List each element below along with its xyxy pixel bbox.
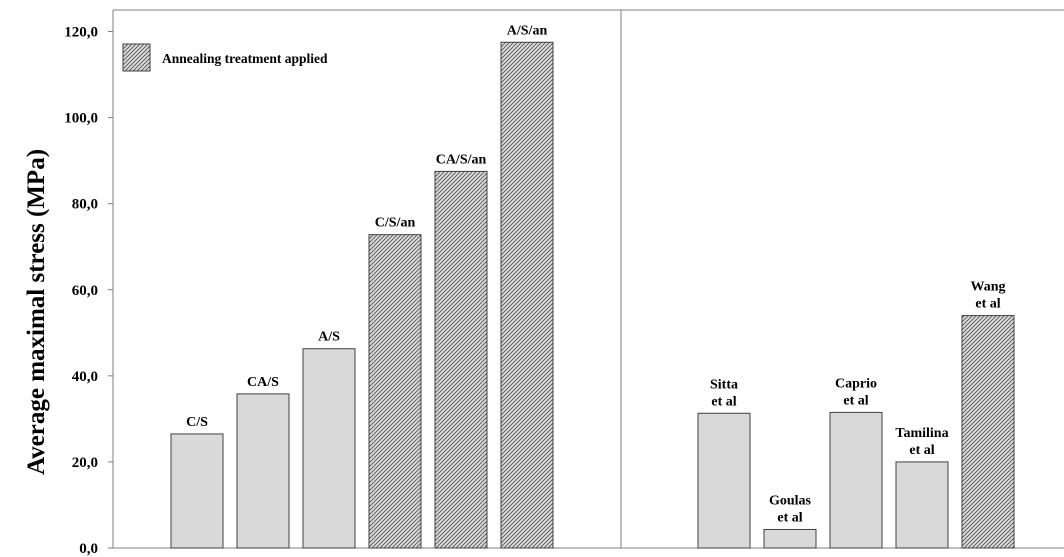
bar-label: et al [711,394,736,409]
bar [895,461,949,549]
bar [829,411,883,549]
bar-label: et al [843,393,868,408]
bar [170,433,224,549]
y-tick-label: 100,0 [64,111,98,127]
y-tick-label: 20,0 [72,455,98,471]
bar-label: Goulas [769,493,812,508]
legend-label: Annealing treatment applied [162,51,328,66]
bar-label: C/S/an [375,216,416,231]
y-tick-label: 80,0 [72,197,98,213]
bar [697,412,751,549]
y-tick-label: 120,0 [64,25,98,41]
bar-label: et al [777,510,802,525]
bar-label: C/S [186,415,208,430]
bar-label: Sitta [710,377,738,392]
bar-label: Tamilina [895,426,948,441]
bar [961,315,1015,549]
bar-label: et al [909,443,934,458]
bar-label: Caprio [835,376,877,391]
bar-label: A/S [318,330,340,345]
bar-label: Wang [970,280,1005,295]
bar-label: A/S/an [507,23,548,38]
bar [500,41,554,549]
bar [763,528,817,549]
legend-swatch [122,43,151,72]
y-tick-label: 60,0 [72,283,98,299]
y-tick-label: 0,0 [79,541,98,557]
bar-label: et al [975,297,1000,312]
bar [302,348,356,549]
bar [368,234,422,549]
bar [236,393,290,549]
bar [434,170,488,549]
bar-label: CA/S [247,375,279,390]
bar-label: CA/S/an [436,152,487,167]
y-axis-title: Average maximal stress (MPa) [23,149,50,475]
y-tick-label: 40,0 [72,369,98,385]
